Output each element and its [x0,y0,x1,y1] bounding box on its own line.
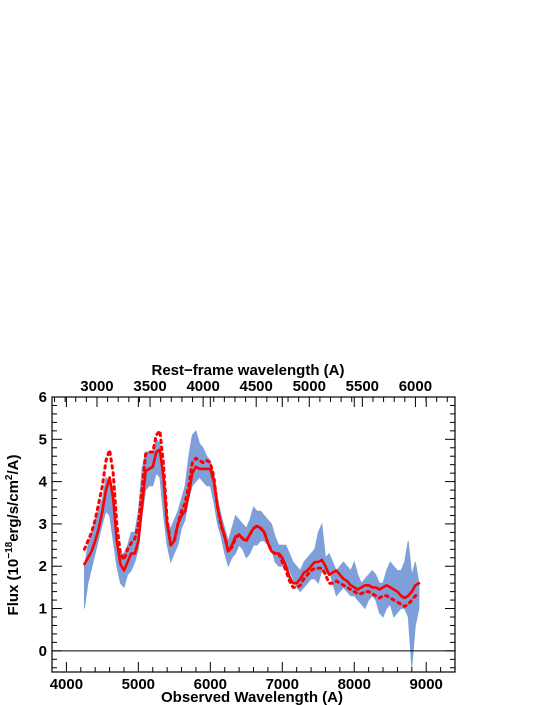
observed-spectrum-band [84,429,420,668]
y-axis-title: Flux (10−18erg/s/cm2/A) [4,455,22,616]
y-axis-title-suffix: /A) [5,455,22,475]
top-axis-title: Rest−frame wavelength (A) [152,362,345,379]
y-tick-label: 5 [39,431,47,448]
y-tick-label: 2 [39,558,47,575]
x-tick-label: 8000 [338,676,371,693]
y-axis-title-prefix: Flux (10 [5,559,22,616]
x2-tick-label: 3000 [80,378,113,395]
x2-tick-label: 3500 [133,378,166,395]
y-axis-title-exponent: −18 [4,541,15,558]
x2-tick-label: 5500 [346,378,379,395]
y-axis-title-unit: erg/s/cm [5,480,22,542]
y-tick-label: 3 [39,516,47,533]
x2-tick-label: 4000 [186,378,219,395]
x-axis-title: Observed Wavelength (A) [161,689,343,705]
y-tick-label: 4 [39,474,48,491]
x-tick-label: 6000 [194,676,227,693]
x-tick-label: 4000 [50,676,83,693]
x-tick-label: 7000 [266,676,299,693]
x-tick-label: 5000 [122,676,155,693]
y-tick-label: 0 [39,643,47,660]
plot-area [82,429,421,668]
x2-tick-label: 4500 [240,378,273,395]
model-spectrum-dotted-line [82,429,421,608]
y-axis-title-area-exponent: 2 [4,474,15,480]
y-tick-label: 6 [39,389,47,406]
x-tick-label: 9000 [410,676,443,693]
y-tick-label: 1 [39,601,47,618]
x2-tick-label: 6000 [399,378,432,395]
x2-tick-label: 5000 [293,378,326,395]
